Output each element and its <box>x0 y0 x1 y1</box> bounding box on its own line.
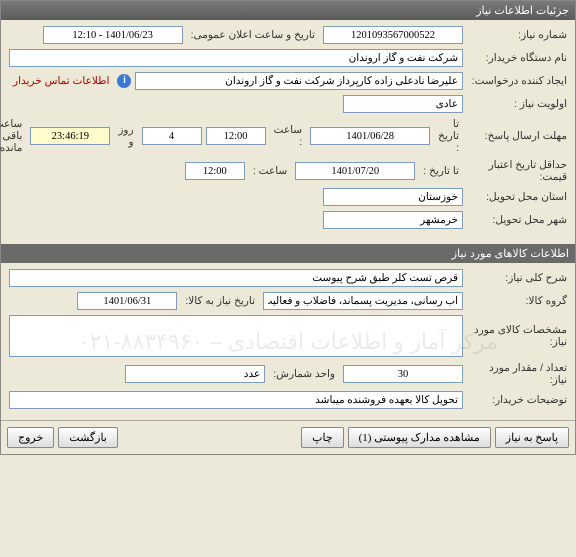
time-label-1: ساعت : <box>270 124 307 148</box>
price-valid-time-field <box>185 162 245 180</box>
section2-header: اطلاعات کالاهای مورد نیاز <box>1 244 575 263</box>
creator-label: ایجاد کننده درخواست: <box>467 75 567 87</box>
section-need-info: شماره نیاز: تاریخ و ساعت اعلان عمومی: نا… <box>1 20 575 240</box>
countdown-field <box>30 127 110 145</box>
attachments-button[interactable]: مشاهده مدارک پیوستی (1) <box>348 427 491 448</box>
respond-button[interactable]: پاسخ به نیاز <box>495 427 569 448</box>
need-no-label: شماره نیاز: <box>467 29 567 41</box>
province-label: استان محل تحویل: <box>467 191 567 203</box>
desc-field <box>9 269 463 287</box>
info-icon[interactable]: i <box>117 74 131 88</box>
exit-button[interactable]: خروج <box>7 427 54 448</box>
section-goods-info: مرکز آمار و اطلاعات اقتصادی – ۸۸۳۴۹۶۰-۰۲… <box>1 263 575 420</box>
print-button[interactable]: چاپ <box>301 427 344 448</box>
announce-field <box>43 26 183 44</box>
buyer-field <box>9 49 463 67</box>
button-spacer <box>122 427 297 448</box>
city-label: شهر محل تحویل: <box>467 214 567 226</box>
priority-field <box>343 95 463 113</box>
desc-label: شرح کلی نیاز: <box>467 272 567 284</box>
priority-label: اولویت نیاز : <box>467 98 567 110</box>
need-details-window: جزئیات اطلاعات نیاز شماره نیاز: تاریخ و … <box>0 0 576 455</box>
deadline-date-field <box>310 127 430 145</box>
price-valid-date-field <box>295 162 415 180</box>
window-title: جزئیات اطلاعات نیاز <box>476 4 569 17</box>
days-label: روز و <box>114 124 137 148</box>
announce-label: تاریخ و ساعت اعلان عمومی: <box>187 29 319 41</box>
buyer-note-label: توضیحات خریدار: <box>467 394 567 406</box>
to-date-label-2: تا تاریخ : <box>419 165 463 177</box>
deadline-time-field <box>206 127 266 145</box>
button-bar: پاسخ به نیاز مشاهده مدارک پیوستی (1) چاپ… <box>1 420 575 454</box>
deadline-label: مهلت ارسال پاسخ: <box>467 130 567 142</box>
titlebar: جزئیات اطلاعات نیاز <box>1 1 575 20</box>
unit-field <box>125 365 265 383</box>
province-field <box>323 188 463 206</box>
group-field <box>263 292 463 310</box>
need-date-label: تاریخ نیاز به کالا: <box>181 295 259 307</box>
spec-label: مشخصات کالای مورد نیاز: <box>467 324 567 348</box>
contact-note: اطلاعات تماس خریدار <box>9 75 113 87</box>
buyer-note-field <box>9 391 463 409</box>
price-valid-label: حداقل تاریخ اعتبار قیمت: <box>467 159 567 183</box>
buyer-label: نام دستگاه خریدار: <box>467 52 567 64</box>
qty-label: تعداد / مقدار مورد نیاز: <box>467 362 567 386</box>
group-label: گروه کالا: <box>467 295 567 307</box>
to-date-label-1: تا تاریخ : <box>434 118 463 154</box>
creator-field <box>135 72 463 90</box>
time-label-2: ساعت : <box>249 165 291 177</box>
remain-label: ساعت باقی مانده <box>0 118 26 154</box>
days-field <box>142 127 202 145</box>
need-no-field <box>323 26 463 44</box>
qty-field <box>343 365 463 383</box>
spec-field <box>9 315 463 357</box>
need-date-field <box>77 292 177 310</box>
city-field <box>323 211 463 229</box>
back-button[interactable]: بازگشت <box>58 427 118 448</box>
unit-label: واحد شمارش: <box>269 368 339 380</box>
